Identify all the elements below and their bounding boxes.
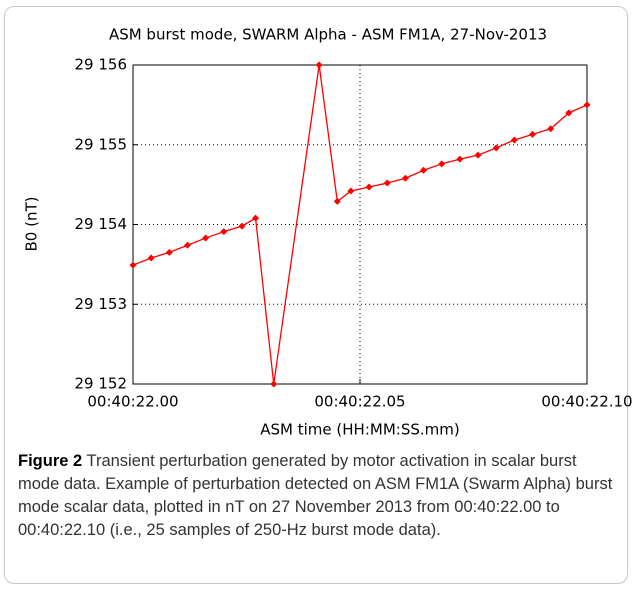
y-tick-label: 29 155 xyxy=(75,135,128,153)
y-tick-label: 29 152 xyxy=(75,375,128,393)
y-tick-label: 29 153 xyxy=(75,295,128,313)
data-point xyxy=(456,155,464,163)
data-point xyxy=(474,151,482,159)
data-point xyxy=(202,234,210,242)
figure-frame xyxy=(4,6,628,584)
x-axis-label: ASM time (HH:MM:SS.mm) xyxy=(260,421,459,439)
caption-label: Figure 2 xyxy=(18,452,83,470)
data-point xyxy=(510,136,518,144)
chart: ASM burst mode, SWARM Alpha - ASM FM1A, … xyxy=(23,26,633,439)
data-point xyxy=(129,261,137,269)
caption-text: Transient perturbation generated by moto… xyxy=(18,452,613,539)
data-point xyxy=(401,174,409,182)
data-point xyxy=(365,183,373,191)
data-point xyxy=(315,61,323,69)
data-point xyxy=(583,101,591,109)
data-point xyxy=(547,125,555,133)
x-tick-label: 00:40:22.05 xyxy=(314,393,405,411)
data-point xyxy=(492,144,500,152)
data-point xyxy=(438,160,446,168)
data-point xyxy=(147,254,155,262)
data-point xyxy=(529,130,537,138)
data-point xyxy=(252,214,260,222)
data-point xyxy=(238,222,246,230)
plot-frame xyxy=(132,64,588,385)
data-point xyxy=(565,109,573,117)
data-point xyxy=(220,228,228,236)
data-point xyxy=(420,166,428,174)
data-point xyxy=(165,248,173,256)
data-point xyxy=(270,380,278,388)
y-tick-label: 29 156 xyxy=(75,56,128,74)
y-axis-label: B0 (nT) xyxy=(23,197,41,252)
data-point xyxy=(383,179,391,187)
data-point xyxy=(347,187,355,195)
data-point xyxy=(183,241,191,249)
chart-title: ASM burst mode, SWARM Alpha - ASM FM1A, … xyxy=(109,26,547,44)
data-point xyxy=(333,197,341,205)
caption: Figure 2 Transient perturbation generate… xyxy=(18,450,618,542)
x-tick-label: 00:40:22.10 xyxy=(541,393,632,411)
x-tick-label: 00:40:22.00 xyxy=(87,393,178,411)
y-tick-label: 29 154 xyxy=(75,215,128,233)
